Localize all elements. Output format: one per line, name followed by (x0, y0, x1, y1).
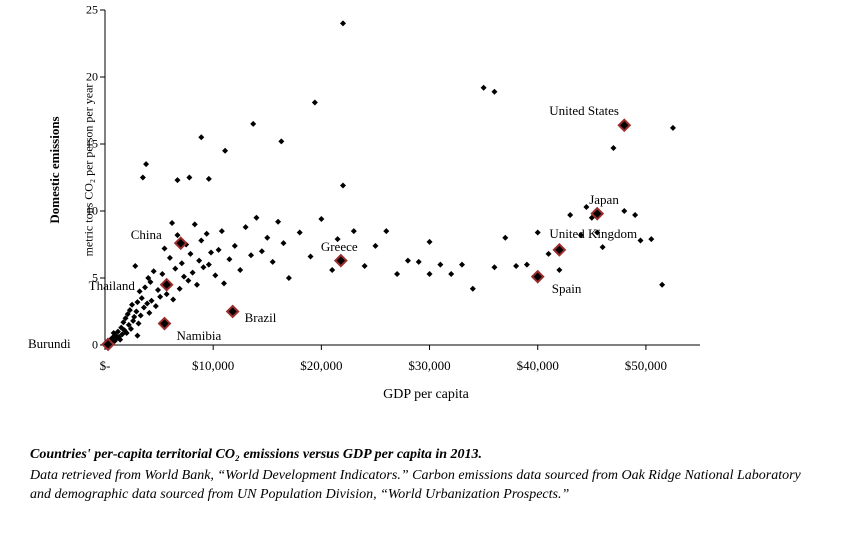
x-tick-label: $20,000 (300, 358, 342, 374)
caption-source: Data retrieved from World Bank, “World D… (30, 466, 825, 505)
country-label: Burundi (28, 336, 71, 352)
y-tick-label: 20 (86, 70, 98, 85)
country-label: Greece (321, 239, 358, 255)
scatter-chart: Domestic emissions metric tons CO₂ per p… (0, 0, 852, 405)
x-tick-label: $- (100, 358, 111, 374)
x-axis-title: GDP per capita (383, 387, 469, 403)
country-label: Japan (589, 192, 619, 208)
country-label: Spain (552, 281, 582, 297)
x-tick-label: $40,000 (517, 358, 559, 374)
country-label: United Kingdom (549, 226, 637, 242)
y-tick-label: 15 (86, 137, 98, 152)
y-tick-label: 10 (86, 204, 98, 219)
caption-title: Countries' per-capita territorial CO₂ em… (30, 445, 825, 464)
y-axis-title-bold: Domestic emissions (47, 116, 63, 223)
country-label: Thailand (89, 278, 135, 294)
y-axis-title-sub: metric tons CO₂ per person per year (82, 84, 97, 257)
y-tick-label: 25 (86, 3, 98, 18)
x-tick-label: $10,000 (192, 358, 234, 374)
country-label: Brazil (245, 310, 277, 326)
chart-svg (0, 0, 852, 405)
x-tick-label: $30,000 (408, 358, 450, 374)
x-tick-label: $50,000 (625, 358, 667, 374)
country-label: China (131, 227, 162, 243)
y-axis-title-block: Domestic emissions metric tons CO₂ per p… (35, 20, 75, 320)
country-label: United States (549, 103, 619, 119)
country-label: Namibia (177, 328, 222, 344)
y-tick-label: 0 (92, 338, 98, 353)
